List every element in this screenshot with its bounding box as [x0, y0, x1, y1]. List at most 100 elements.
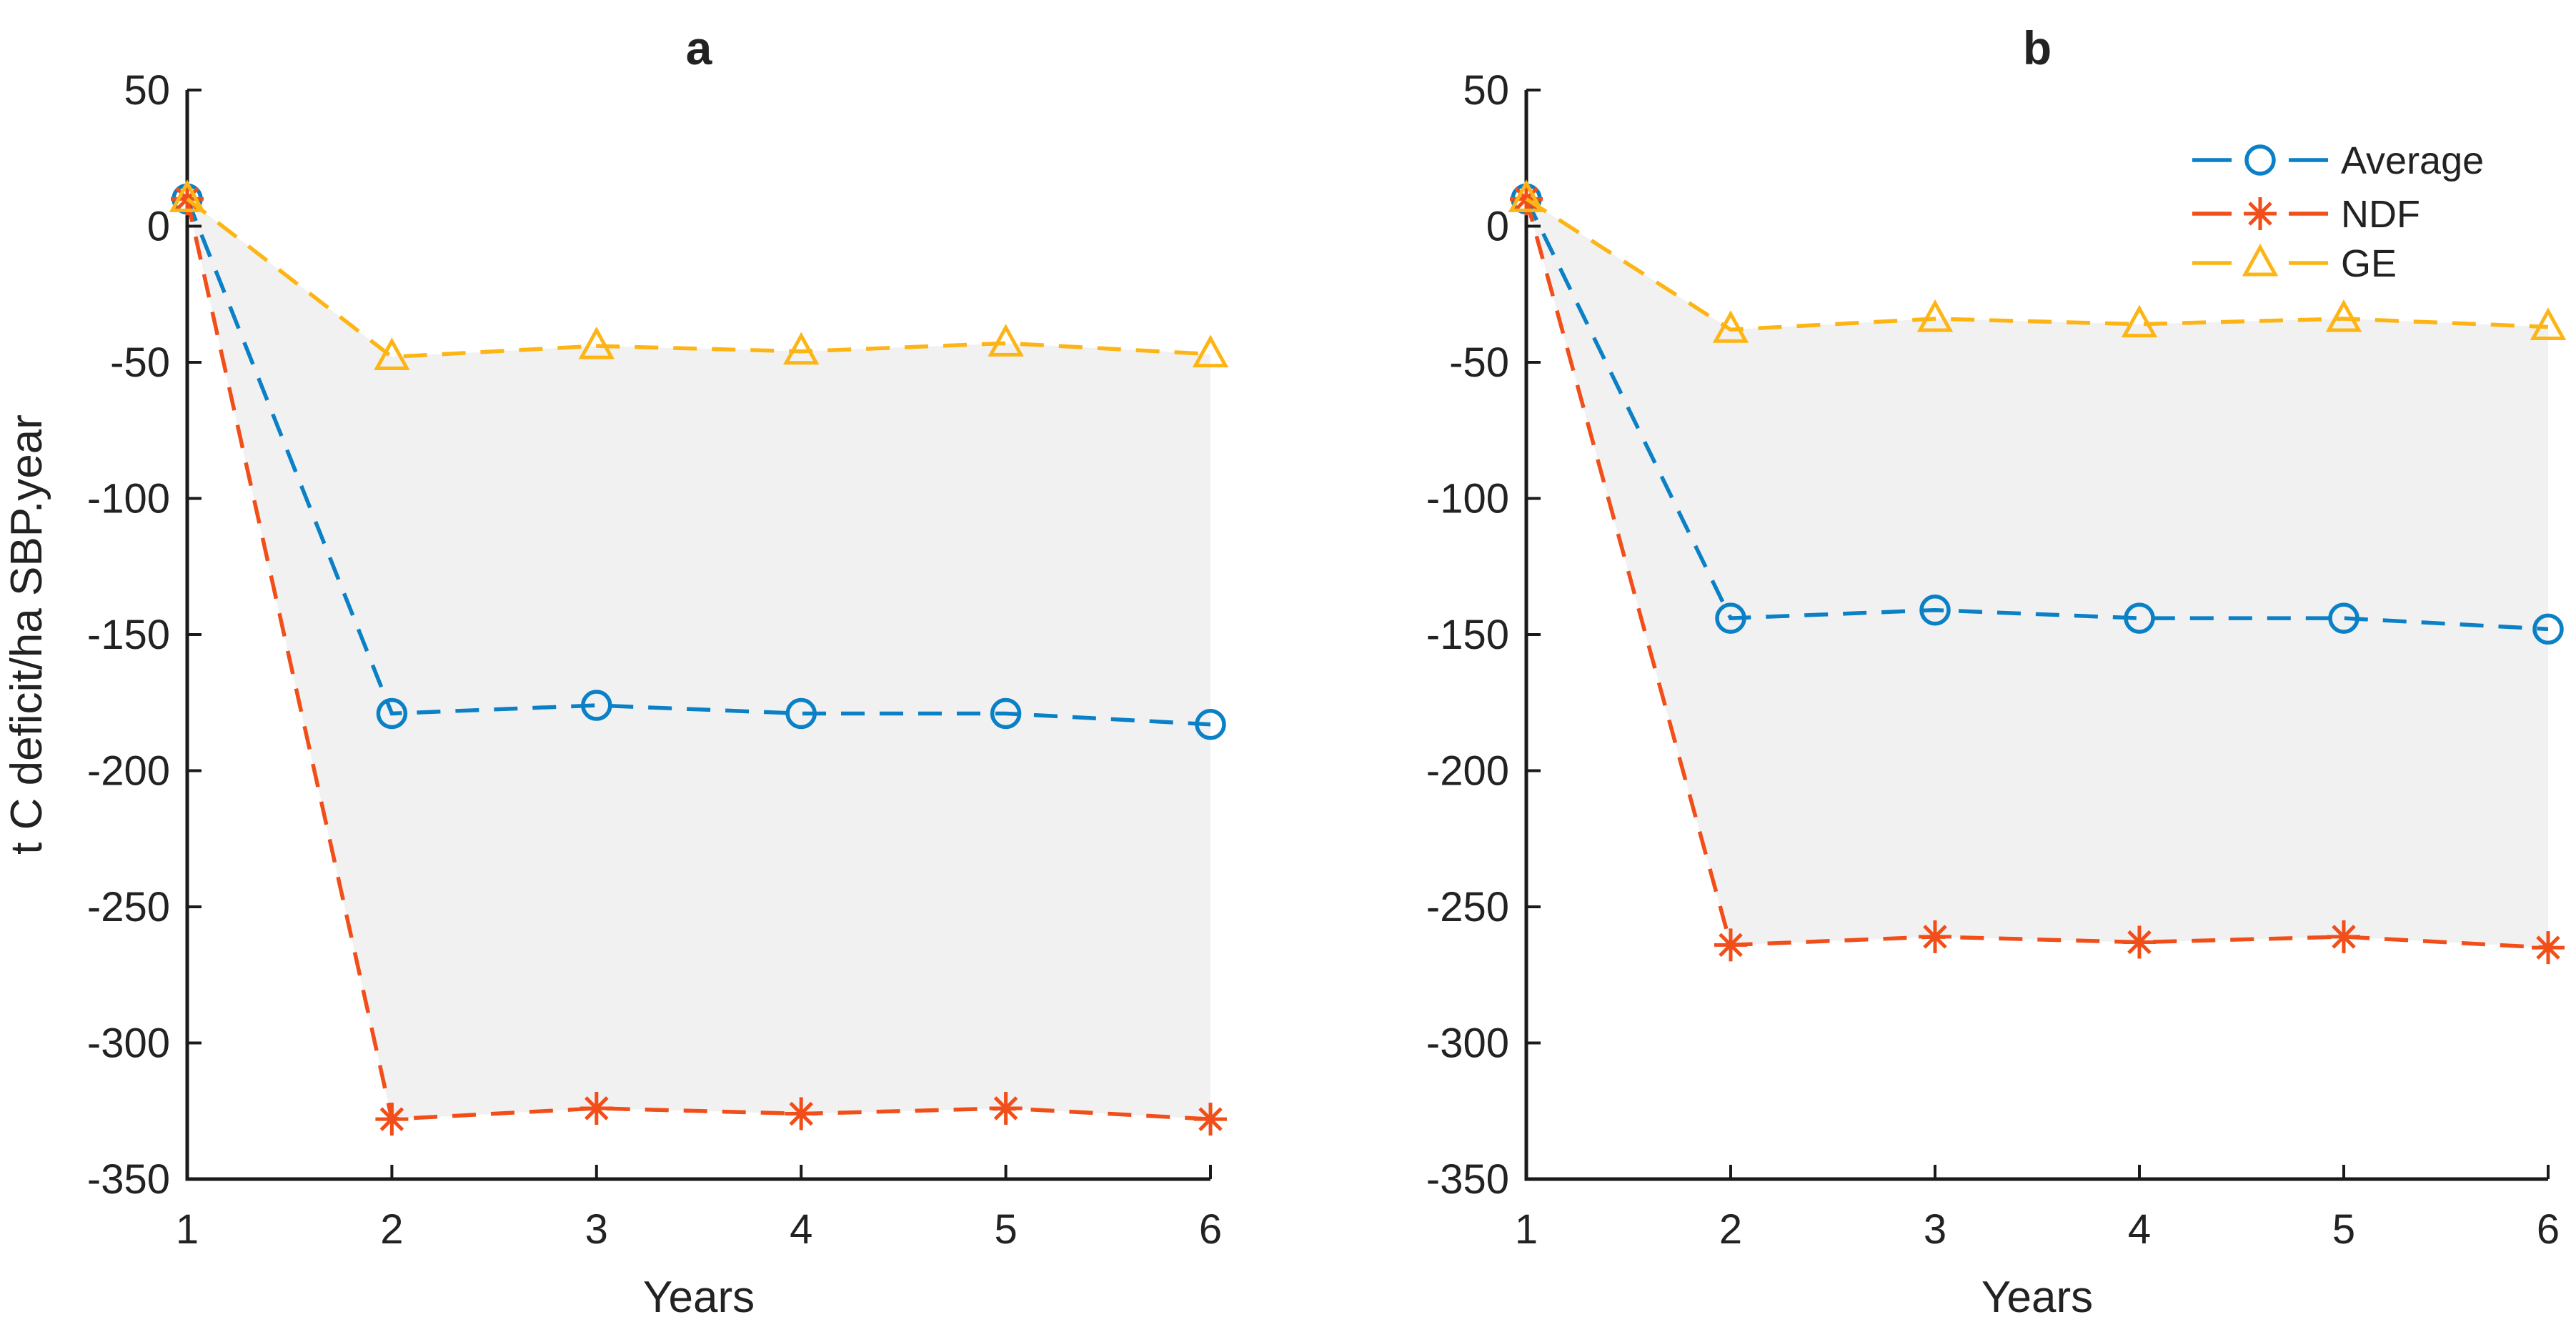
legend: Average NDF GE [2192, 139, 2484, 285]
y-tick-label: -50 [110, 339, 170, 386]
triangle-marker-shape [1508, 179, 1545, 212]
asterisk-marker-shape [993, 1096, 1018, 1120]
circle-marker-shape [376, 697, 408, 730]
y-tick-label: -300 [1426, 1020, 1509, 1067]
asterisk-marker-shape [2536, 935, 2560, 960]
average-marker [1715, 602, 1746, 634]
average-marker [785, 697, 817, 730]
y-tick-label: -250 [87, 884, 170, 930]
ge-marker [2121, 304, 2158, 338]
y-tick-label: -50 [1449, 339, 1509, 386]
uncertainty-band [187, 199, 1210, 1120]
circle-marker-shape [785, 697, 817, 730]
ge-line [186, 197, 1211, 359]
y-tick-label: 50 [124, 67, 170, 114]
asterisk-marker-shape [585, 1096, 609, 1120]
x-axis-label: Years [1981, 1273, 2093, 1322]
ndf-marker [2123, 925, 2156, 959]
average-marker [2124, 602, 2155, 634]
ge-marker [1508, 179, 1545, 212]
asterisk-marker-shape [1198, 1107, 1223, 1131]
x-tick-label: 1 [176, 1206, 199, 1253]
legend-item-ge: GE [2192, 242, 2397, 285]
series-average-panel-b [1511, 183, 2564, 645]
asterisk-marker-shape [2248, 202, 2272, 226]
y-tick-label: 50 [1463, 67, 1509, 114]
series-ge-panel-b [1508, 179, 2567, 343]
ndf-marker [375, 1103, 409, 1136]
y-tick-label: -200 [87, 748, 170, 795]
y-axis-label: t C deficit/ha SBP.year [2, 414, 51, 855]
x-tick-label: 5 [2332, 1206, 2355, 1253]
ndf-marker [1194, 1103, 1227, 1136]
legend-circle-marker [2244, 144, 2276, 176]
x-tick-label: 4 [790, 1206, 812, 1253]
legend-triangle-marker [2242, 243, 2279, 277]
ge-marker [988, 324, 1024, 357]
circle-marker-shape [2532, 613, 2564, 645]
asterisk-marker-shape [1923, 925, 1947, 949]
ndf-marker [989, 1091, 1023, 1125]
legend-item-average: Average [2192, 139, 2484, 182]
ndf-marker [580, 1091, 613, 1125]
x-tick-label: 6 [1199, 1206, 1222, 1253]
triangle-marker-shape [374, 337, 410, 370]
ndf-marker [1714, 928, 1747, 962]
legend-label: GE [2341, 242, 2397, 285]
circle-marker-shape [581, 690, 612, 721]
ndf-marker [2532, 931, 2565, 965]
triangle-marker-shape [2530, 307, 2567, 340]
triangle-marker-shape [169, 179, 206, 212]
ndf-marker [785, 1097, 818, 1130]
asterisk-marker-shape [2127, 930, 2152, 955]
ge-marker [1916, 299, 1954, 332]
triangle-marker-shape [782, 332, 820, 365]
circle-marker-shape [1715, 602, 1746, 634]
x-tick-label: 1 [1515, 1206, 1538, 1253]
x-tick-label: 2 [1719, 1206, 1742, 1253]
average-marker [1919, 594, 1951, 626]
y-tick-label: -100 [1426, 476, 1509, 522]
average-marker [990, 697, 1022, 730]
x-tick-label: 5 [994, 1206, 1017, 1253]
asterisk-marker-shape [2332, 925, 2356, 949]
average-marker [376, 697, 408, 730]
ge-marker [1712, 310, 1749, 343]
triangle-marker-shape [2242, 243, 2279, 277]
circle-marker-shape [2244, 144, 2276, 176]
ge-marker [169, 179, 206, 212]
circle-marker-shape [2124, 602, 2155, 634]
y-tick-label: -100 [87, 476, 170, 522]
average-line [185, 198, 1211, 727]
average-marker [2532, 613, 2564, 645]
asterisk-marker-shape [789, 1101, 813, 1126]
ge-marker [1192, 334, 1229, 368]
x-tick-label: 3 [1924, 1206, 1946, 1253]
y-tick-label: -300 [87, 1020, 170, 1067]
ge-marker [374, 337, 410, 370]
asterisk-marker-shape [1719, 933, 1743, 958]
triangle-marker-shape [988, 324, 1024, 357]
y-tick-label: -150 [87, 612, 170, 658]
y-tick-label: -200 [1426, 748, 1509, 795]
series-ge-panel-a [169, 179, 1229, 370]
x-tick-label: 3 [585, 1206, 608, 1253]
panel-title: a [686, 21, 713, 74]
ge-marker [2325, 299, 2362, 332]
series-ndf-panel-a [171, 182, 1227, 1136]
circle-marker-shape [2328, 602, 2359, 634]
uncertainty-band [1526, 199, 2548, 948]
ge-marker [578, 326, 615, 359]
asterisk-marker-shape [379, 1107, 404, 1131]
triangle-marker-shape [1712, 310, 1749, 343]
x-axis-label: Years [643, 1273, 755, 1322]
ndf-marker [2327, 920, 2360, 953]
y-tick-label: -250 [1426, 884, 1509, 930]
triangle-marker-shape [1916, 299, 1954, 332]
y-tick-label: -350 [1426, 1156, 1509, 1203]
circle-marker-shape [990, 697, 1022, 730]
y-tick-label: -150 [1426, 612, 1509, 658]
y-tick-label: 0 [147, 204, 170, 250]
